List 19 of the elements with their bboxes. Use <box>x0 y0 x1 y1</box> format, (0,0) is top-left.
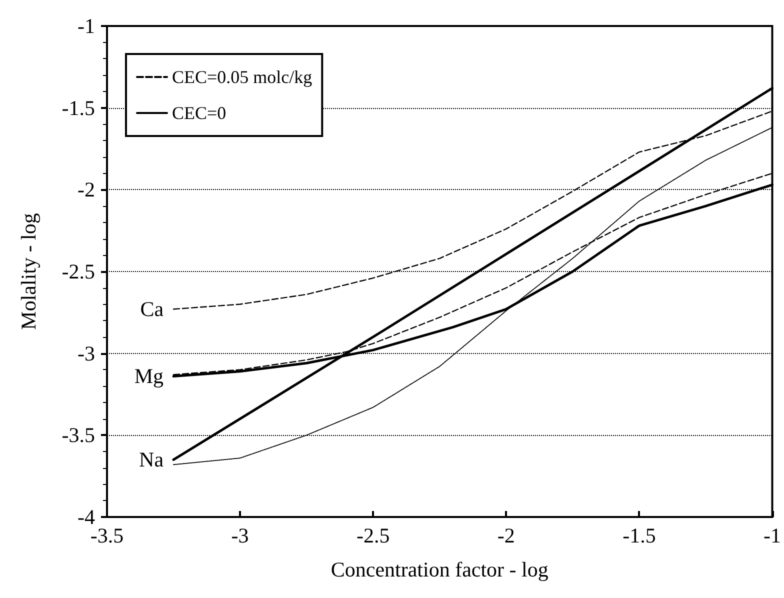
y-tick-label: -2.5 <box>62 260 95 284</box>
y-tick-label: -3.5 <box>62 423 95 448</box>
annotation: Mg <box>134 364 164 388</box>
legend-label: CEC=0 <box>172 103 226 123</box>
y-axis-title: Molality - log <box>16 212 40 330</box>
y-tick-label: -1.5 <box>62 96 95 120</box>
x-tick-label: -1 <box>764 524 782 548</box>
y-tick-label: -1 <box>78 14 95 38</box>
annotation: Na <box>139 448 164 472</box>
x-tick-label: -3 <box>231 524 249 548</box>
x-tick-label: -2.5 <box>356 524 390 548</box>
x-tick-label: -2 <box>497 524 515 548</box>
y-tick-label: -3 <box>78 341 95 366</box>
y-tick-label: -4 <box>78 505 96 529</box>
legend-label: CEC=0.05 molc/kg <box>172 67 312 87</box>
y-tick-label: -2 <box>78 178 95 202</box>
x-tick-label: -1.5 <box>622 524 656 548</box>
annotation: Ca <box>140 297 164 322</box>
x-axis-title: Concentration factor - log <box>330 558 549 582</box>
